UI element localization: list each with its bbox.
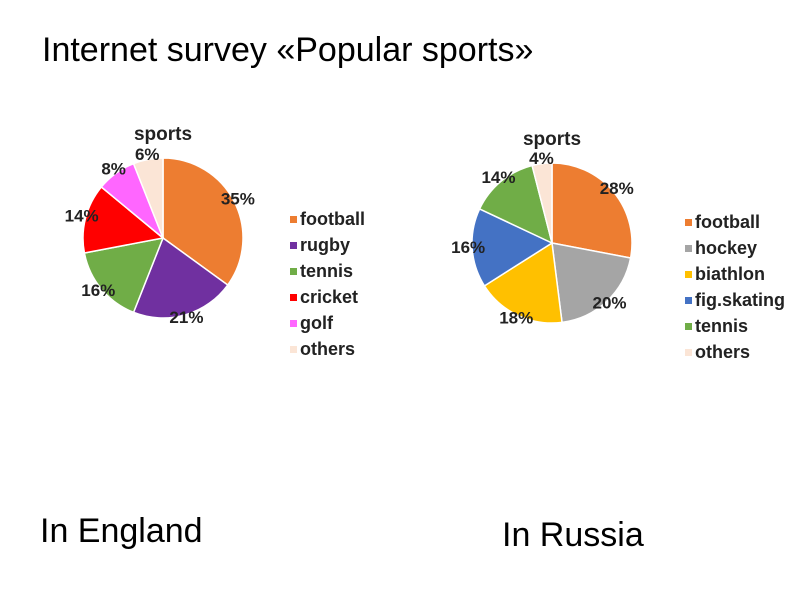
data-label: 14% [481, 168, 515, 187]
legend-label: hockey [695, 238, 757, 258]
data-label: 16% [81, 281, 115, 300]
data-label: 16% [451, 238, 485, 257]
chart-title: sports [523, 129, 581, 150]
legend-label: rugby [300, 235, 350, 255]
pie-slice [551, 162, 633, 259]
pie-slice [132, 236, 229, 319]
legend-label: golf [300, 313, 334, 333]
slide-title: Internet survey «Popular sports» [42, 31, 533, 69]
pie-slice [82, 185, 165, 254]
legend-marker [685, 349, 692, 356]
pie-slice [471, 207, 554, 287]
legend-marker [290, 268, 297, 275]
data-label: 21% [169, 308, 203, 327]
legend-label: biathlon [695, 264, 765, 284]
pie-slice [132, 157, 164, 239]
legend-marker [290, 346, 297, 353]
legend-label: tennis [300, 261, 353, 281]
pie-slice [531, 162, 553, 244]
caption: In England [40, 512, 203, 550]
legend-marker [290, 242, 297, 249]
legend-marker [685, 271, 692, 278]
legend-marker [685, 323, 692, 330]
data-label: 4% [529, 149, 554, 168]
pie-slice [551, 242, 632, 324]
legend-label: fig.skating [695, 290, 785, 310]
legend-label: others [695, 342, 750, 362]
data-label: 14% [65, 207, 99, 226]
pie-slice [483, 241, 563, 324]
pie-slice [162, 157, 244, 287]
legend-marker [685, 219, 692, 226]
caption: In Russia [502, 516, 644, 554]
legend-marker [685, 297, 692, 304]
legend-label: cricket [300, 287, 358, 307]
chart-title: sports [134, 124, 192, 145]
legend-marker [290, 216, 297, 223]
data-label: 6% [135, 145, 160, 164]
legend-marker [290, 294, 297, 301]
legend-label: tennis [695, 316, 748, 336]
legend-label: football [300, 209, 365, 229]
data-label: 8% [101, 160, 126, 179]
pie-slice [478, 164, 554, 245]
pie-slice [83, 237, 165, 314]
data-label: 28% [600, 179, 634, 198]
legend-label: others [300, 339, 355, 359]
data-label: 20% [592, 294, 626, 313]
legend-marker [290, 320, 297, 327]
legend-marker [685, 245, 692, 252]
data-label: 35% [221, 189, 255, 208]
legend-label: football [695, 212, 760, 232]
data-label: 18% [499, 308, 533, 327]
